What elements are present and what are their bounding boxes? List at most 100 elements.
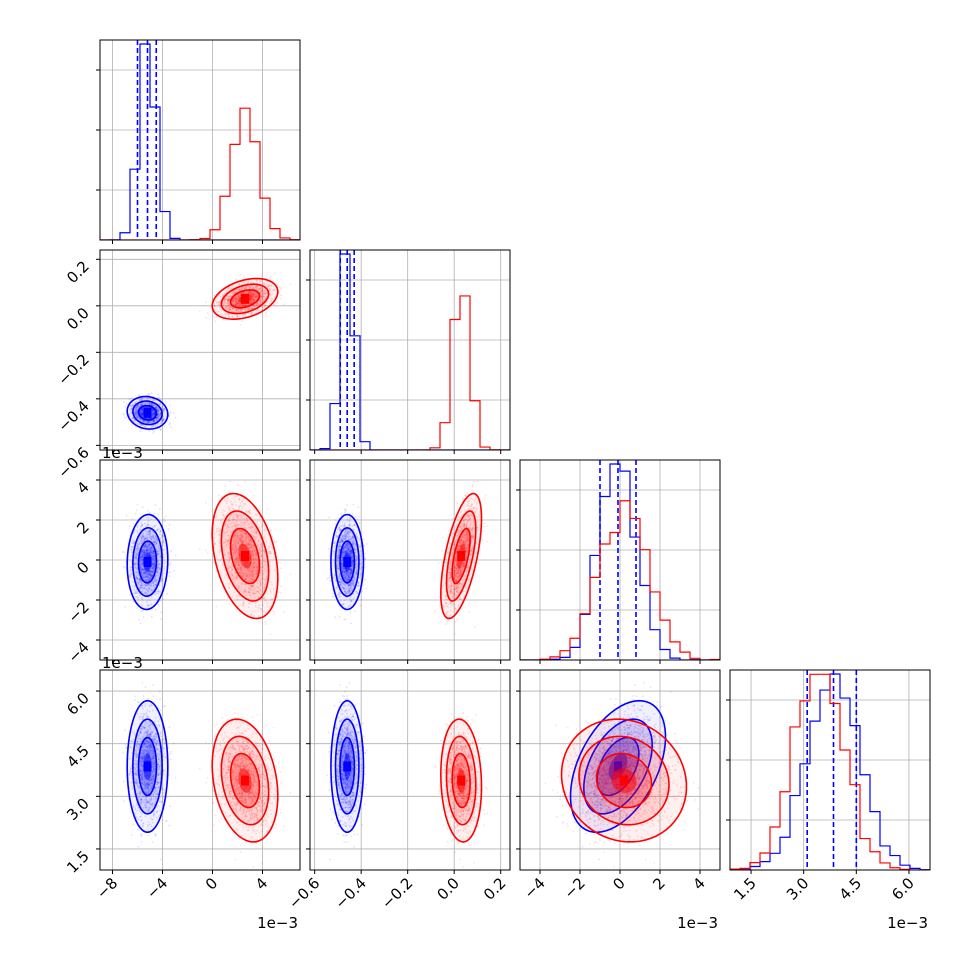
scatter-point [224, 314, 227, 317]
scatter-point [139, 397, 142, 400]
scatter-point [129, 415, 131, 418]
scatter-point [154, 406, 157, 409]
scatter-point [251, 296, 254, 299]
scatter-point [130, 417, 133, 420]
scatter-point [254, 285, 257, 288]
scatter-point [141, 413, 144, 416]
scatter-point [139, 622, 142, 625]
scatter-point [152, 404, 155, 406]
scatter-point [249, 312, 252, 315]
scatter-point [144, 426, 147, 428]
scatter-point [125, 403, 128, 406]
scatter-point [170, 426, 172, 428]
scatter-point [135, 415, 138, 418]
scatter-point [134, 426, 137, 428]
scatter-point [253, 305, 256, 307]
scatter-point [242, 303, 244, 306]
scatter-point [269, 293, 272, 296]
scatter-point [134, 512, 137, 515]
scatter-point [234, 303, 237, 306]
scatter-point [265, 283, 268, 285]
scatter-point [224, 298, 227, 301]
scatter-point [142, 413, 144, 415]
scatter-point [137, 404, 140, 407]
scatter-point [265, 301, 268, 304]
scatter-point [252, 287, 255, 290]
scatter-point [140, 414, 143, 416]
y-tick-label: 0.0 [63, 304, 93, 334]
scatter-point [134, 412, 137, 415]
scatter-point [151, 403, 153, 406]
scatter-point [248, 292, 251, 295]
scatter-point [158, 395, 161, 398]
scatter-point [235, 301, 238, 304]
scatter-point [248, 290, 251, 293]
scatter-point [130, 412, 133, 414]
scatter-point [254, 292, 257, 294]
scatter-point [156, 416, 158, 419]
scatter-point [139, 418, 141, 421]
scatter-point [160, 611, 162, 614]
scatter-point [155, 419, 158, 422]
scatter-point [236, 294, 239, 296]
scatter-point [152, 413, 155, 416]
scatter-point [241, 304, 244, 307]
scatter-point [255, 304, 258, 307]
scatter-point [156, 414, 159, 417]
scatter-point [256, 301, 259, 304]
scatter-point [141, 412, 143, 415]
scatter-point [154, 407, 157, 409]
scatter-point [242, 286, 245, 289]
scatter-point [154, 608, 157, 611]
scatter-point [129, 525, 132, 527]
scatter-point [266, 300, 269, 303]
scatter-point [230, 310, 233, 312]
scatter-point [139, 412, 142, 414]
scatter-point [256, 293, 258, 295]
scatter-point [250, 293, 253, 295]
scatter-point [212, 561, 215, 564]
scatter-point [154, 405, 157, 408]
scatter-point [249, 300, 252, 303]
scatter-point [136, 406, 138, 408]
scatter-point [232, 307, 235, 310]
scatter-point [151, 414, 154, 417]
scatter-point [163, 425, 166, 428]
scatter-point [128, 413, 131, 416]
scatter-point [142, 419, 145, 422]
scatter-point [257, 303, 260, 306]
scatter-point [152, 419, 155, 422]
scatter-point [136, 414, 138, 417]
scatter-point [134, 410, 137, 412]
scatter-point [155, 417, 158, 420]
scatter-point [153, 412, 156, 415]
scatter-point [162, 418, 165, 421]
scatter-point [241, 308, 243, 311]
scatter-point [153, 412, 156, 415]
scatter-point [238, 302, 241, 305]
scatter-point [159, 411, 162, 414]
scatter-point [236, 301, 239, 304]
scatter-point [273, 272, 276, 274]
scatter-point [135, 415, 138, 418]
scatter-point [140, 408, 143, 411]
scatter-point [289, 283, 292, 286]
scatter-point [258, 302, 261, 304]
scatter-point [160, 618, 162, 620]
scatter-point [151, 409, 154, 412]
scatter-point [261, 297, 264, 299]
scatter-point [141, 397, 144, 400]
scatter-point [244, 304, 247, 307]
scatter-point [244, 292, 247, 294]
scatter-point [169, 571, 172, 574]
y-tick-label: 0.2 [63, 257, 93, 287]
scatter-point [140, 414, 143, 416]
scatter-point [157, 410, 160, 413]
scatter-point [247, 281, 250, 284]
scatter-point [227, 306, 230, 309]
scatter-point [143, 419, 146, 422]
scatter-point [142, 402, 145, 405]
scatter-point [269, 294, 272, 297]
scatter-point [134, 411, 137, 414]
scatter-point [155, 418, 158, 420]
